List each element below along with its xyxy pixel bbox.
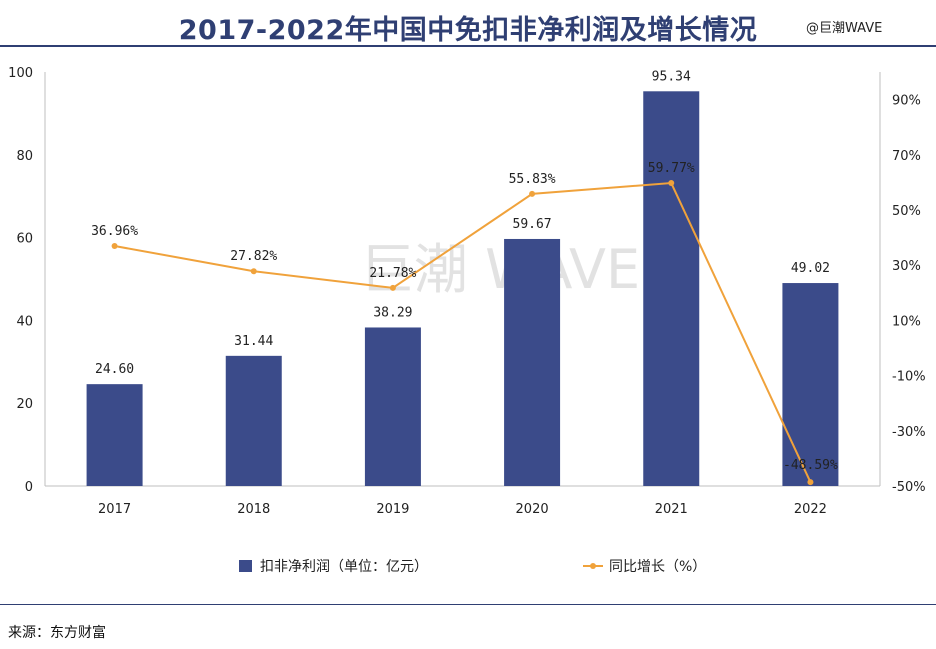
bar <box>225 355 282 486</box>
growth-data-label: 59.77% <box>648 161 695 176</box>
growth-point <box>668 180 675 187</box>
growth-point <box>250 268 257 275</box>
watermark-text: 巨潮 WAVE <box>360 238 640 301</box>
legend-bar-label: 扣非净利润（单位：亿元） <box>260 559 428 575</box>
y-right-tick-label: 30% <box>892 259 921 274</box>
x-tick-label: 2021 <box>655 502 688 517</box>
bar-data-label: 59.67 <box>513 217 552 232</box>
growth-data-label: -48.59% <box>783 458 838 473</box>
bar <box>364 327 421 486</box>
growth-point <box>807 479 814 486</box>
bar-data-label: 24.60 <box>95 362 134 377</box>
bar <box>86 384 143 486</box>
y-right-tick-label: 70% <box>892 149 921 164</box>
bar-data-label: 31.44 <box>234 334 273 349</box>
y-right-tick-label: 10% <box>892 314 921 329</box>
growth-data-label: 21.78% <box>369 266 416 281</box>
bottom-rule <box>0 604 936 605</box>
chart-title: 2017-2022年中国中免扣非净利润及增长情况 <box>178 15 758 46</box>
y-right-tick-label: -30% <box>892 425 926 440</box>
growth-line <box>114 181 812 483</box>
x-tick-label: 2018 <box>237 502 270 517</box>
watermark-top: @巨潮WAVE <box>806 21 883 36</box>
x-tick-label: 2020 <box>516 502 549 517</box>
bar-data-label: 95.34 <box>652 69 691 84</box>
y-right-tick-label: 90% <box>892 94 921 109</box>
y-left-tick-label: 100 <box>8 66 33 81</box>
growth-point <box>529 190 536 197</box>
growth-data-label: 27.82% <box>230 249 277 264</box>
bar <box>782 283 839 486</box>
legend-line-marker <box>590 563 596 569</box>
top-rule <box>0 45 936 47</box>
y-left-tick-label: 40 <box>16 314 33 329</box>
legend-bar-swatch <box>239 560 252 572</box>
legend-line-label: 同比增长（%） <box>609 559 706 575</box>
y-left-tick-label: 20 <box>16 397 33 412</box>
y-left-tick-label: 60 <box>16 232 33 247</box>
growth-point <box>389 284 396 291</box>
y-left-tick-label: 80 <box>16 149 33 164</box>
bar-data-label: 49.02 <box>791 261 830 276</box>
y-right-tick-label: -10% <box>892 370 926 385</box>
bar-data-label: 38.29 <box>373 305 412 320</box>
bar <box>643 91 700 487</box>
growth-data-label: 36.96% <box>91 224 138 239</box>
x-tick-label: 2022 <box>794 502 827 517</box>
bar <box>504 238 561 486</box>
x-tick-label: 2017 <box>98 502 131 517</box>
growth-point <box>111 242 118 249</box>
source-note: 来源：东方财富 <box>8 625 106 641</box>
growth-data-label: 55.83% <box>509 172 556 187</box>
x-tick-label: 2019 <box>376 502 409 517</box>
y-right-tick-label: 50% <box>892 204 921 219</box>
y-right-tick-label: -50% <box>892 480 926 495</box>
y-left-tick-label: 0 <box>25 480 33 495</box>
